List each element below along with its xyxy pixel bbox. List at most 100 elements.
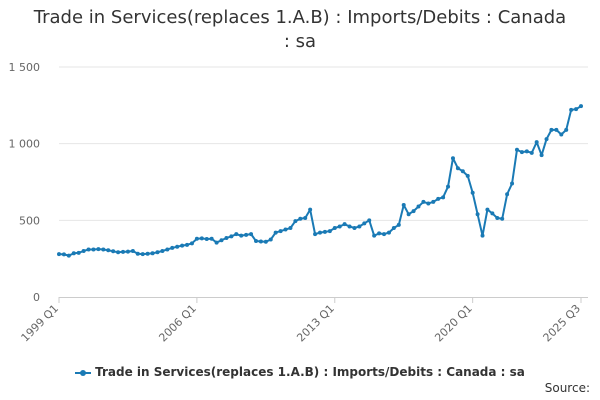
data-point[interactable] [510,181,515,186]
data-point[interactable] [554,127,559,132]
data-point[interactable] [372,233,377,238]
legend[interactable]: Trade in Services(replaces 1.A.B) : Impo… [0,365,600,379]
data-point[interactable] [268,237,273,242]
data-point[interactable] [219,238,224,243]
data-point[interactable] [175,244,180,249]
data-point[interactable] [544,137,549,142]
data-point[interactable] [357,224,362,229]
data-point[interactable] [229,234,234,239]
data-point[interactable] [155,250,160,255]
data-point[interactable] [436,196,441,201]
data-point[interactable] [495,216,500,221]
data-point[interactable] [57,252,61,257]
data-point[interactable] [347,224,352,229]
data-point[interactable] [450,156,455,161]
data-point[interactable] [332,226,337,230]
data-point[interactable] [61,252,66,257]
data-point[interactable] [189,241,194,246]
data-point[interactable] [125,249,130,254]
data-point[interactable] [529,150,534,155]
data-point[interactable] [199,236,204,241]
data-point[interactable] [165,247,170,252]
data-point[interactable] [514,147,519,152]
data-point[interactable] [185,242,190,247]
data-point[interactable] [480,233,485,238]
data-point[interactable] [239,233,244,238]
data-point[interactable] [337,224,342,229]
data-point[interactable] [327,229,332,234]
data-point[interactable] [342,222,347,227]
data-point[interactable] [490,211,495,216]
data-point[interactable] [524,149,529,154]
data-point[interactable] [308,207,313,212]
data-point[interactable] [377,231,382,236]
data-point[interactable] [455,166,460,171]
data-point[interactable] [96,247,101,252]
data-point[interactable] [116,250,121,255]
data-point[interactable] [180,243,185,248]
data-point[interactable] [313,232,318,237]
data-point[interactable] [244,232,249,237]
data-point[interactable] [475,212,480,217]
data-point[interactable] [81,249,86,253]
data-point[interactable] [534,140,539,145]
data-point[interactable] [214,240,219,245]
data-point[interactable] [224,235,229,240]
data-point[interactable] [564,127,569,132]
data-point[interactable] [278,229,283,234]
data-point[interactable] [258,239,263,244]
data-point[interactable] [416,204,421,209]
data-point[interactable] [446,184,451,189]
data-point[interactable] [519,150,524,155]
data-point[interactable] [121,249,126,254]
data-point[interactable] [539,153,544,158]
data-point[interactable] [396,222,401,227]
data-point[interactable] [406,212,411,217]
data-point[interactable] [318,230,322,235]
data-point[interactable] [426,201,431,206]
data-point[interactable] [352,226,357,230]
data-point[interactable] [106,248,111,253]
data-point[interactable] [283,227,288,232]
data-point[interactable] [460,169,465,174]
data-point[interactable] [303,216,308,221]
data-point[interactable] [273,230,278,235]
data-point[interactable] [505,192,510,197]
data-point[interactable] [150,251,155,256]
data-point[interactable] [298,216,303,221]
data-point[interactable] [111,249,116,254]
data-point[interactable] [253,239,258,244]
data-point[interactable] [391,226,396,230]
data-point[interactable] [293,219,298,224]
data-point[interactable] [411,209,416,214]
data-point[interactable] [569,107,574,112]
data-point[interactable] [249,232,254,237]
data-point[interactable] [130,249,135,253]
data-point[interactable] [209,236,214,241]
data-point[interactable] [549,127,554,132]
data-point[interactable] [401,203,406,207]
data-point[interactable] [145,251,150,256]
data-point[interactable] [76,250,81,255]
data-point[interactable] [322,229,327,234]
data-point[interactable] [140,252,145,257]
data-point[interactable] [431,199,436,204]
data-point[interactable] [559,132,564,137]
data-point[interactable] [204,237,209,242]
data-point[interactable] [465,173,470,178]
data-point[interactable] [574,107,579,112]
data-point[interactable] [170,245,175,250]
data-point[interactable] [386,230,391,235]
data-point[interactable] [579,104,583,109]
data-point[interactable] [367,218,372,223]
data-point[interactable] [135,251,140,256]
data-point[interactable] [101,247,106,252]
data-point[interactable] [91,247,96,252]
data-point[interactable] [382,232,387,237]
data-point[interactable] [71,251,76,256]
data-point[interactable] [485,207,490,212]
data-point[interactable] [500,216,505,221]
data-point[interactable] [421,199,426,204]
data-point[interactable] [160,249,165,253]
data-point[interactable] [263,239,268,244]
